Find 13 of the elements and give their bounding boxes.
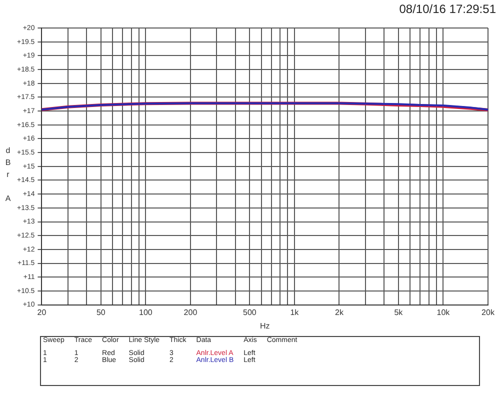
x-tick-label: 5k xyxy=(394,308,404,317)
x-tick-label: 50 xyxy=(96,308,106,317)
x-tick-label: 200 xyxy=(184,308,198,317)
x-tick-label: 1k xyxy=(290,308,300,317)
x-axis-title: Hz xyxy=(260,321,270,330)
x-tick-label: 500 xyxy=(242,308,257,317)
x-tick-label: 2k xyxy=(335,308,344,317)
chart-title: 08/10/16 17:29:51 xyxy=(399,2,496,16)
x-tick-label: 20 xyxy=(37,308,47,317)
text: dBr A xyxy=(5,146,11,203)
x-tick-label: 10k xyxy=(436,308,451,317)
x-tick-label: 20k xyxy=(482,308,496,317)
x-tick-label: 100 xyxy=(139,308,153,317)
